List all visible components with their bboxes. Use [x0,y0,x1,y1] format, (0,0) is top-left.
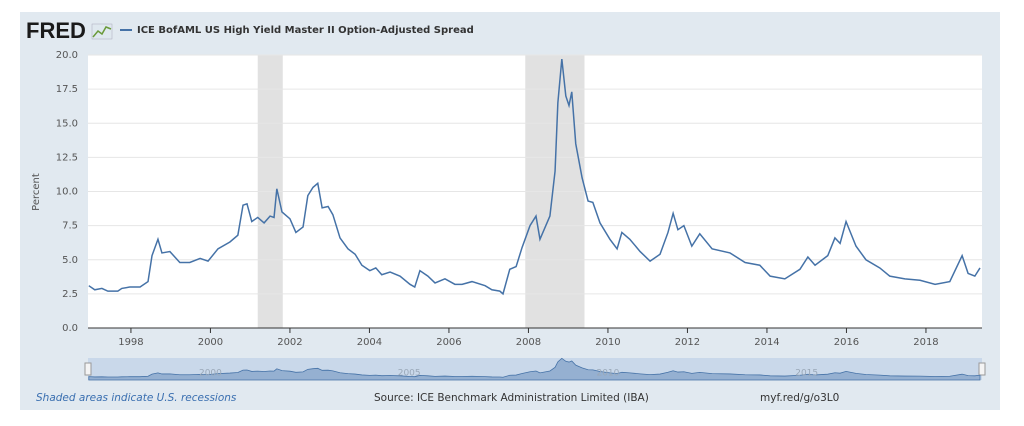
navigator-tick-label: 2010 [596,369,619,379]
navigator-area [88,357,981,381]
x-tick-label: 1998 [118,337,143,348]
y-tick-label: 7.5 [62,221,78,232]
series-line [88,59,981,296]
y-axis-label: Percent [31,173,42,211]
logo: FRED [26,18,86,43]
legend-label: ICE BofAML US High Yield Master II Optio… [137,25,474,36]
y-tick-label: 17.5 [56,84,78,95]
link[interactable]: myf.red/g/o3L0 [760,392,839,404]
x-tick-label: 2018 [913,337,938,348]
y-tick-label: 12.5 [56,152,78,163]
navigator-handle[interactable] [84,362,92,376]
y-tick-label: 5.0 [62,255,78,266]
y-tick-label: 10.0 [56,187,78,198]
x-tick-label: 2012 [675,337,700,348]
footer-note: Shaded areas indicate U.S. recessions [36,392,237,404]
x-tick-label: 2000 [198,337,223,348]
navigator-tick-label: 2015 [795,369,818,379]
x-tick-label: 2004 [357,337,382,348]
x-tick-label: 2002 [277,337,302,348]
source: Source: ICE Benchmark Administration Lim… [374,392,649,404]
x-tick-label: 2006 [436,337,461,348]
y-tick-label: 15.0 [56,118,78,129]
y-tick-label: 20.0 [56,50,78,61]
y-tick-label: 2.5 [62,289,78,300]
x-tick-label: 2010 [595,337,620,348]
logo-icon [91,23,113,40]
navigator-tick-label: 2005 [398,369,421,379]
y-tick-label: 0.0 [62,323,78,334]
x-tick-label: 2014 [754,337,779,348]
navigator-handle[interactable] [978,362,986,376]
navigator-tick-label: 2000 [199,369,222,379]
x-tick-label: 2008 [516,337,541,348]
x-tick-label: 2016 [834,337,859,348]
